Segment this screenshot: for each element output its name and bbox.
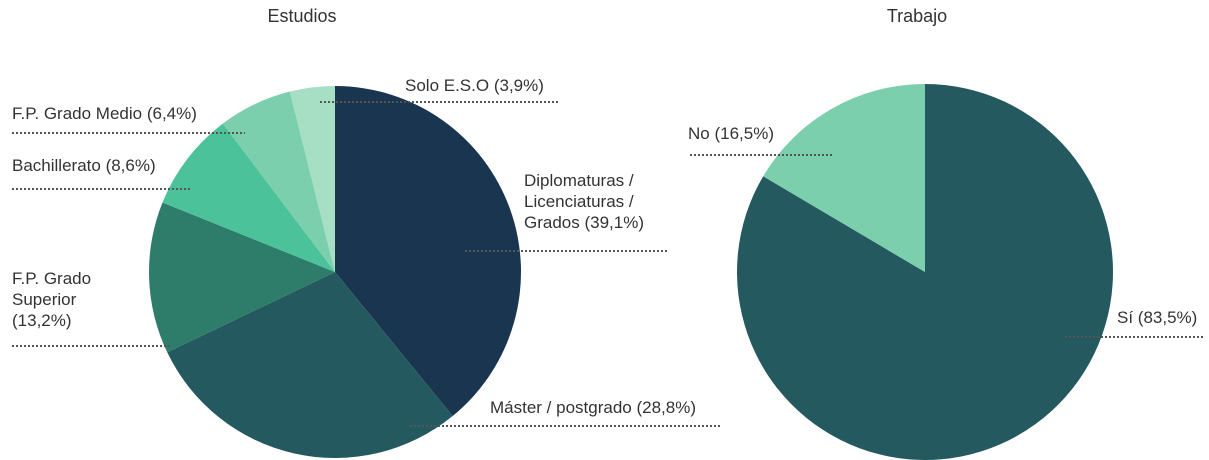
slice-category: No [688, 124, 710, 143]
pie-slice [289, 86, 335, 272]
slice-value: (8,6%) [105, 156, 156, 175]
chart-title: Estudios [267, 6, 337, 26]
slice-category: Máster / postgrado [490, 398, 632, 417]
slice-label: F.P. Grado Medio (6,4%) [12, 103, 252, 124]
slice-value: (6,4%) [146, 104, 197, 123]
pie-slice [162, 123, 335, 273]
pie-slice [167, 272, 453, 458]
slice-label: Sí (83,5%) [1117, 307, 1209, 328]
slice-label: Diplomaturas / Licenciaturas / Grados (3… [524, 170, 674, 233]
slice-label: Máster / postgrado (28,8%) [490, 397, 730, 418]
slice-category: F.P. Grado Superior [12, 269, 92, 309]
pie-slice [149, 202, 335, 353]
slice-category: Bachillerato [12, 156, 101, 175]
slice-category: Sí [1117, 308, 1134, 327]
slice-label: Bachillerato (8,6%) [12, 155, 212, 176]
slice-value: (3,9%) [493, 76, 544, 95]
slice-category: Solo E.S.O [405, 76, 490, 95]
slice-value: (28,8%) [636, 398, 697, 417]
slice-category: Diplomaturas / Licenciaturas / Grados [524, 171, 634, 232]
slice-category: F.P. Grado Medio [12, 104, 143, 123]
slice-value: (16,5%) [714, 124, 774, 143]
pie-slice [335, 86, 521, 417]
pie-slice [222, 91, 335, 272]
slice-label: Solo E.S.O (3,9%) [405, 75, 605, 96]
slice-label: F.P. Grado Superior (13,2%) [12, 268, 112, 331]
slice-value: (39,1%) [584, 213, 645, 232]
pie-slice [763, 84, 925, 272]
slice-label: No (16,5%) [688, 123, 838, 144]
chart-title: Trabajo [886, 6, 948, 26]
slice-value: (83,5%) [1137, 308, 1198, 327]
slice-value: (13,2%) [12, 311, 72, 330]
